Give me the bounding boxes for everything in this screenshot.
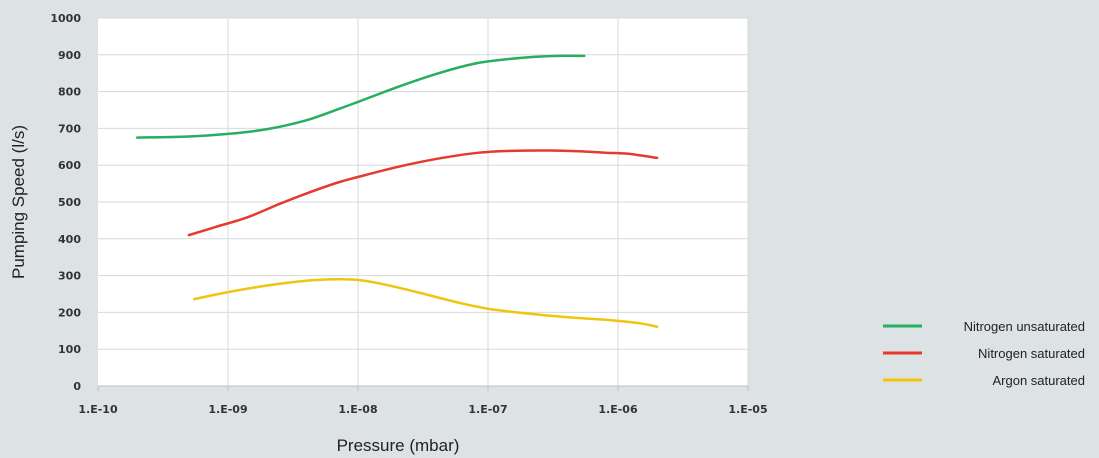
x-tick-label: 1.E-05: [728, 403, 767, 416]
x-tick-labels: 1.E-10 1.E-09 1.E-08 1.E-07 1.E-06 1.E-05: [78, 403, 767, 416]
y-tick-label: 400: [58, 233, 81, 246]
legend-label-argon-saturated: Argon saturated: [992, 373, 1085, 388]
x-tick-label: 1.E-07: [468, 403, 507, 416]
y-tick-label: 100: [58, 343, 81, 356]
y-tick-label: 700: [58, 122, 81, 135]
y-tick-label: 300: [58, 270, 81, 283]
axis-lines: [97, 385, 749, 391]
y-tick-label: 0: [73, 380, 81, 393]
y-tick-labels: 0 100 200 300 400 500 600 700 800 900 1000: [50, 12, 81, 393]
series-line-nitrogen-unsaturated: [135, 54, 586, 139]
y-axis-title: Pumping Speed (l/s): [9, 125, 28, 279]
y-tick-label: 1000: [50, 12, 81, 25]
y-tick-label: 200: [58, 306, 81, 319]
series-lines: [135, 54, 659, 328]
legend-label-nitrogen-saturated: Nitrogen saturated: [978, 346, 1085, 361]
y-tick-label: 500: [58, 196, 81, 209]
x-tick-label: 1.E-08: [338, 403, 377, 416]
series-line-nitrogen-saturated: [187, 149, 659, 237]
series-line-argon-saturated: [193, 277, 659, 328]
x-axis-title: Pressure (mbar): [337, 436, 460, 455]
x-tick-label: 1.E-10: [78, 403, 118, 416]
legend-label-nitrogen-unsaturated: Nitrogen unsaturated: [964, 319, 1085, 334]
y-tick-label: 600: [58, 159, 81, 172]
x-tick-label: 1.E-06: [598, 403, 638, 416]
y-tick-label: 900: [58, 49, 81, 62]
legend: Nitrogen unsaturated Nitrogen saturated Ar…: [883, 319, 1085, 388]
y-tick-label: 800: [58, 86, 81, 99]
grid-lines: [98, 17, 749, 386]
x-tick-label: 1.E-09: [208, 403, 247, 416]
